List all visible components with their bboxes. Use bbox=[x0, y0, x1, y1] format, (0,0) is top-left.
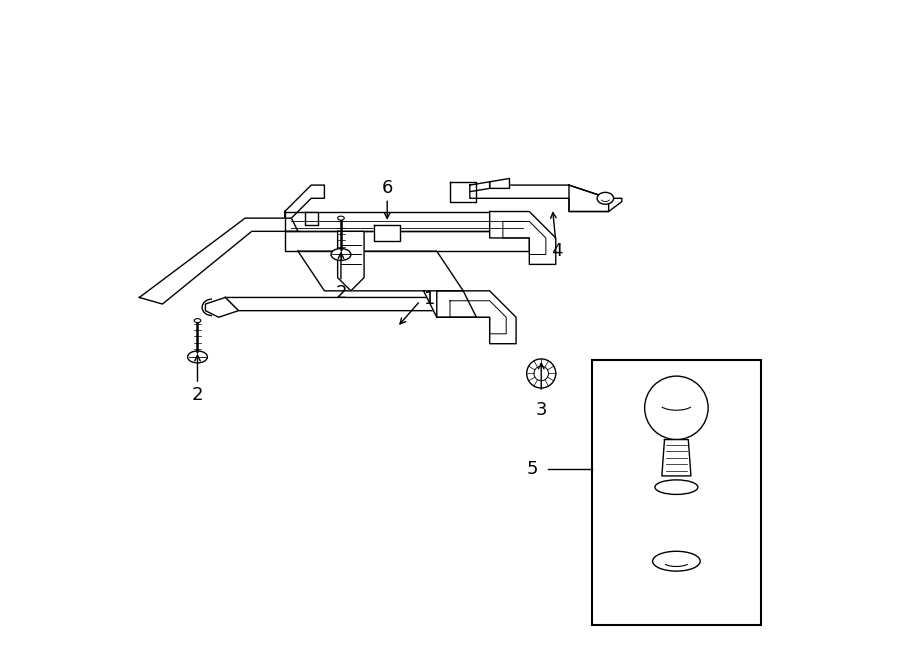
Polygon shape bbox=[298, 251, 464, 291]
Ellipse shape bbox=[652, 551, 700, 571]
Polygon shape bbox=[490, 212, 556, 264]
Ellipse shape bbox=[597, 192, 614, 204]
Polygon shape bbox=[424, 291, 476, 317]
Circle shape bbox=[534, 366, 548, 381]
Polygon shape bbox=[436, 291, 516, 344]
Ellipse shape bbox=[194, 319, 201, 323]
Polygon shape bbox=[490, 178, 509, 188]
Text: 3: 3 bbox=[536, 401, 547, 419]
Polygon shape bbox=[225, 297, 464, 311]
Text: 2: 2 bbox=[335, 284, 346, 302]
Polygon shape bbox=[284, 212, 529, 231]
Text: 5: 5 bbox=[526, 460, 538, 479]
Polygon shape bbox=[304, 212, 318, 225]
Polygon shape bbox=[470, 185, 608, 212]
Circle shape bbox=[526, 359, 556, 388]
Polygon shape bbox=[374, 225, 400, 241]
Text: 1: 1 bbox=[425, 290, 436, 308]
Ellipse shape bbox=[187, 351, 207, 363]
Ellipse shape bbox=[338, 216, 344, 220]
Text: 4: 4 bbox=[552, 242, 562, 260]
Polygon shape bbox=[569, 185, 622, 212]
Circle shape bbox=[644, 376, 708, 440]
Polygon shape bbox=[284, 231, 529, 251]
Polygon shape bbox=[662, 440, 691, 476]
Bar bbox=[592, 360, 760, 625]
Text: 6: 6 bbox=[382, 179, 393, 198]
Text: 2: 2 bbox=[192, 386, 203, 405]
Polygon shape bbox=[470, 182, 490, 192]
Ellipse shape bbox=[655, 480, 698, 494]
Polygon shape bbox=[284, 185, 324, 218]
Polygon shape bbox=[140, 218, 298, 304]
Polygon shape bbox=[450, 182, 476, 202]
Polygon shape bbox=[338, 231, 364, 291]
Ellipse shape bbox=[331, 249, 351, 260]
Polygon shape bbox=[205, 297, 239, 317]
